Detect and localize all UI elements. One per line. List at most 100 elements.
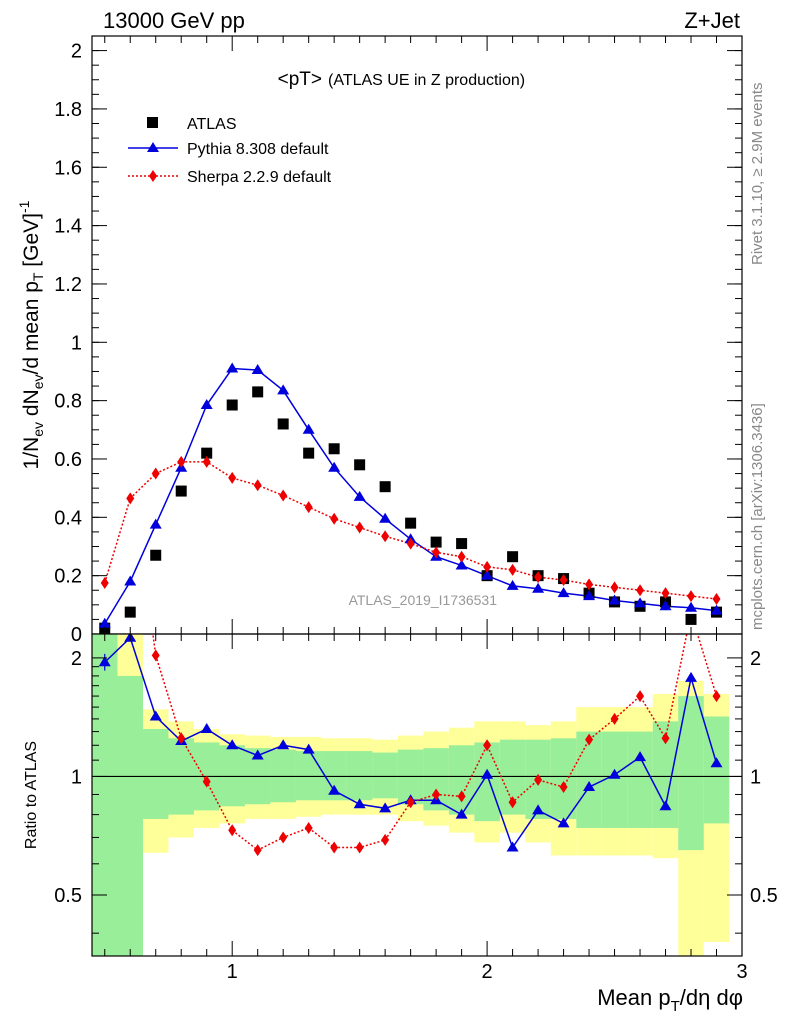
top-y-tick-label: 0.4 bbox=[54, 507, 82, 529]
pythia-ratio-point bbox=[557, 817, 570, 828]
pythia-point bbox=[149, 518, 162, 529]
sherpa-point bbox=[712, 592, 721, 605]
pythia-point bbox=[506, 579, 519, 590]
pythia-ratio-point bbox=[353, 798, 366, 809]
pythia-ratio-point bbox=[98, 656, 111, 667]
bottom-panel: 0.5 0.5 1 1 2 2 1 2 3 bbox=[54, 458, 778, 983]
sherpa-point bbox=[406, 537, 415, 550]
sherpa-point bbox=[355, 521, 364, 534]
sherpa-point bbox=[508, 563, 517, 576]
top-y-tick-label: 1.6 bbox=[54, 157, 82, 179]
atlas-point bbox=[379, 481, 391, 493]
top-y-tick-label: 0.2 bbox=[54, 566, 82, 588]
atlas-point bbox=[124, 606, 136, 618]
uncertainty-band-green bbox=[601, 731, 628, 828]
bottom-y-tick-label-right: 0.5 bbox=[750, 885, 778, 907]
sherpa-point bbox=[177, 455, 186, 468]
sherpa-ratio-point bbox=[279, 831, 288, 844]
top-y-tick-label: 0 bbox=[71, 624, 82, 646]
pythia-point bbox=[659, 600, 672, 611]
sherpa-ratio-point bbox=[151, 649, 160, 662]
top-y-axis-label: 1/Nev dNev/d mean pT [GeV]-1 bbox=[16, 200, 46, 469]
sherpa-ratio-point bbox=[432, 788, 441, 801]
sherpa-point bbox=[661, 587, 670, 600]
bottom-y-tick-label-left: 0.5 bbox=[54, 885, 82, 907]
atlas-point bbox=[430, 536, 442, 548]
atlas-point bbox=[328, 443, 340, 455]
sherpa-point bbox=[483, 560, 492, 573]
pythia-ratio-point bbox=[532, 804, 545, 815]
pythia-point bbox=[685, 601, 698, 612]
sherpa-point bbox=[151, 467, 160, 480]
legend-pythia-label: Pythia 8.308 default bbox=[187, 141, 329, 158]
sherpa-point bbox=[432, 546, 441, 559]
uncertainty-band-green bbox=[474, 742, 500, 822]
sherpa-ratio-point bbox=[177, 732, 186, 745]
pythia-ratio-point bbox=[302, 743, 315, 754]
sherpa-ratio-point bbox=[610, 712, 619, 725]
top-plot-content bbox=[98, 362, 723, 634]
pythia-point bbox=[634, 597, 647, 608]
legend-atlas-label: ATLAS bbox=[187, 116, 237, 133]
atlas-point bbox=[507, 551, 519, 563]
sherpa-ratio-point bbox=[126, 458, 134, 470]
atlas-point bbox=[277, 418, 289, 430]
atlas-point bbox=[252, 386, 264, 398]
top-panel: 0 0.2 0.4 0.6 0.8 1 1.2 1.4 1.6 1.8 2 <pT> (ATLAS … bbox=[54, 35, 743, 646]
pythia-point bbox=[710, 604, 723, 615]
pythia-point bbox=[481, 569, 494, 580]
pythia-ratio-point bbox=[328, 784, 341, 795]
x-tick-label: 1 bbox=[227, 961, 238, 983]
pythia-ratio-point bbox=[634, 751, 647, 762]
sherpa-ratio-point bbox=[381, 833, 390, 846]
sherpa-ratio-point bbox=[406, 796, 415, 809]
sherpa-point bbox=[202, 455, 211, 468]
ratio-plot-content bbox=[92, 458, 742, 956]
pythia-line bbox=[104, 367, 717, 625]
uncertainty-band-green bbox=[372, 752, 398, 799]
legend: ATLAS Pythia 8.308 default Sherpa 2.2.9 … bbox=[128, 116, 332, 186]
x-axis-label: Mean pT/dη dφ bbox=[597, 985, 743, 1015]
sherpa-ratio-point bbox=[202, 775, 211, 788]
sherpa-ratio-point bbox=[585, 733, 594, 746]
sherpa-point bbox=[457, 550, 466, 563]
sherpa-ratio-point bbox=[457, 790, 466, 803]
top-y-tick-label: 1 bbox=[71, 332, 82, 354]
atlas-point bbox=[405, 517, 417, 529]
sherpa-ratio-point bbox=[304, 821, 313, 834]
x-tick-label: 2 bbox=[482, 961, 493, 983]
bottom-axes: 0.5 0.5 1 1 2 2 1 2 3 bbox=[54, 634, 778, 983]
uncertainty-band-green bbox=[550, 738, 577, 819]
pythia-ratio-point bbox=[226, 739, 239, 750]
pythia-point bbox=[379, 512, 392, 523]
top-y-tick-label: 2 bbox=[71, 41, 82, 63]
pythia-point bbox=[277, 384, 290, 395]
pythia-ratio-point bbox=[710, 757, 723, 768]
pythia-ratio-point bbox=[685, 671, 698, 682]
pythia-point bbox=[328, 461, 341, 472]
top-y-tick-label: 1.8 bbox=[54, 99, 82, 121]
uncertainty-band-green bbox=[92, 634, 118, 956]
uncertainty-band-green bbox=[295, 751, 322, 801]
sherpa-ratio-point bbox=[508, 796, 517, 809]
pythia-ratio-point bbox=[659, 800, 672, 811]
pythia-ratio-point bbox=[200, 722, 213, 733]
sherpa-ratio-point bbox=[253, 844, 262, 857]
uncertainty-band-green bbox=[117, 675, 143, 956]
uncertainty-band-green bbox=[346, 751, 373, 801]
pythia-ratio-point bbox=[506, 841, 519, 852]
rivet-note: Rivet 3.1.10, ≥ 2.9M events bbox=[749, 83, 766, 266]
bottom-y-tick-label-left: 2 bbox=[71, 648, 82, 670]
sherpa-ratio-point bbox=[661, 732, 670, 745]
pythia-ratio-point bbox=[583, 781, 596, 792]
bottom-y-tick-label-right: 1 bbox=[750, 766, 761, 788]
bottom-y-axis-label: Ratio to ATLAS bbox=[23, 741, 40, 849]
uncertainty-band-green bbox=[219, 745, 245, 807]
top-y-tick-label: 1.4 bbox=[54, 216, 82, 238]
sherpa-ratio-point bbox=[483, 739, 492, 752]
pythia-ratio-point bbox=[251, 749, 264, 760]
top-y-tick-label: 1.2 bbox=[54, 274, 82, 296]
header-left-label: 13000 GeV pp bbox=[103, 8, 245, 33]
legend-sherpa-marker bbox=[149, 170, 157, 182]
